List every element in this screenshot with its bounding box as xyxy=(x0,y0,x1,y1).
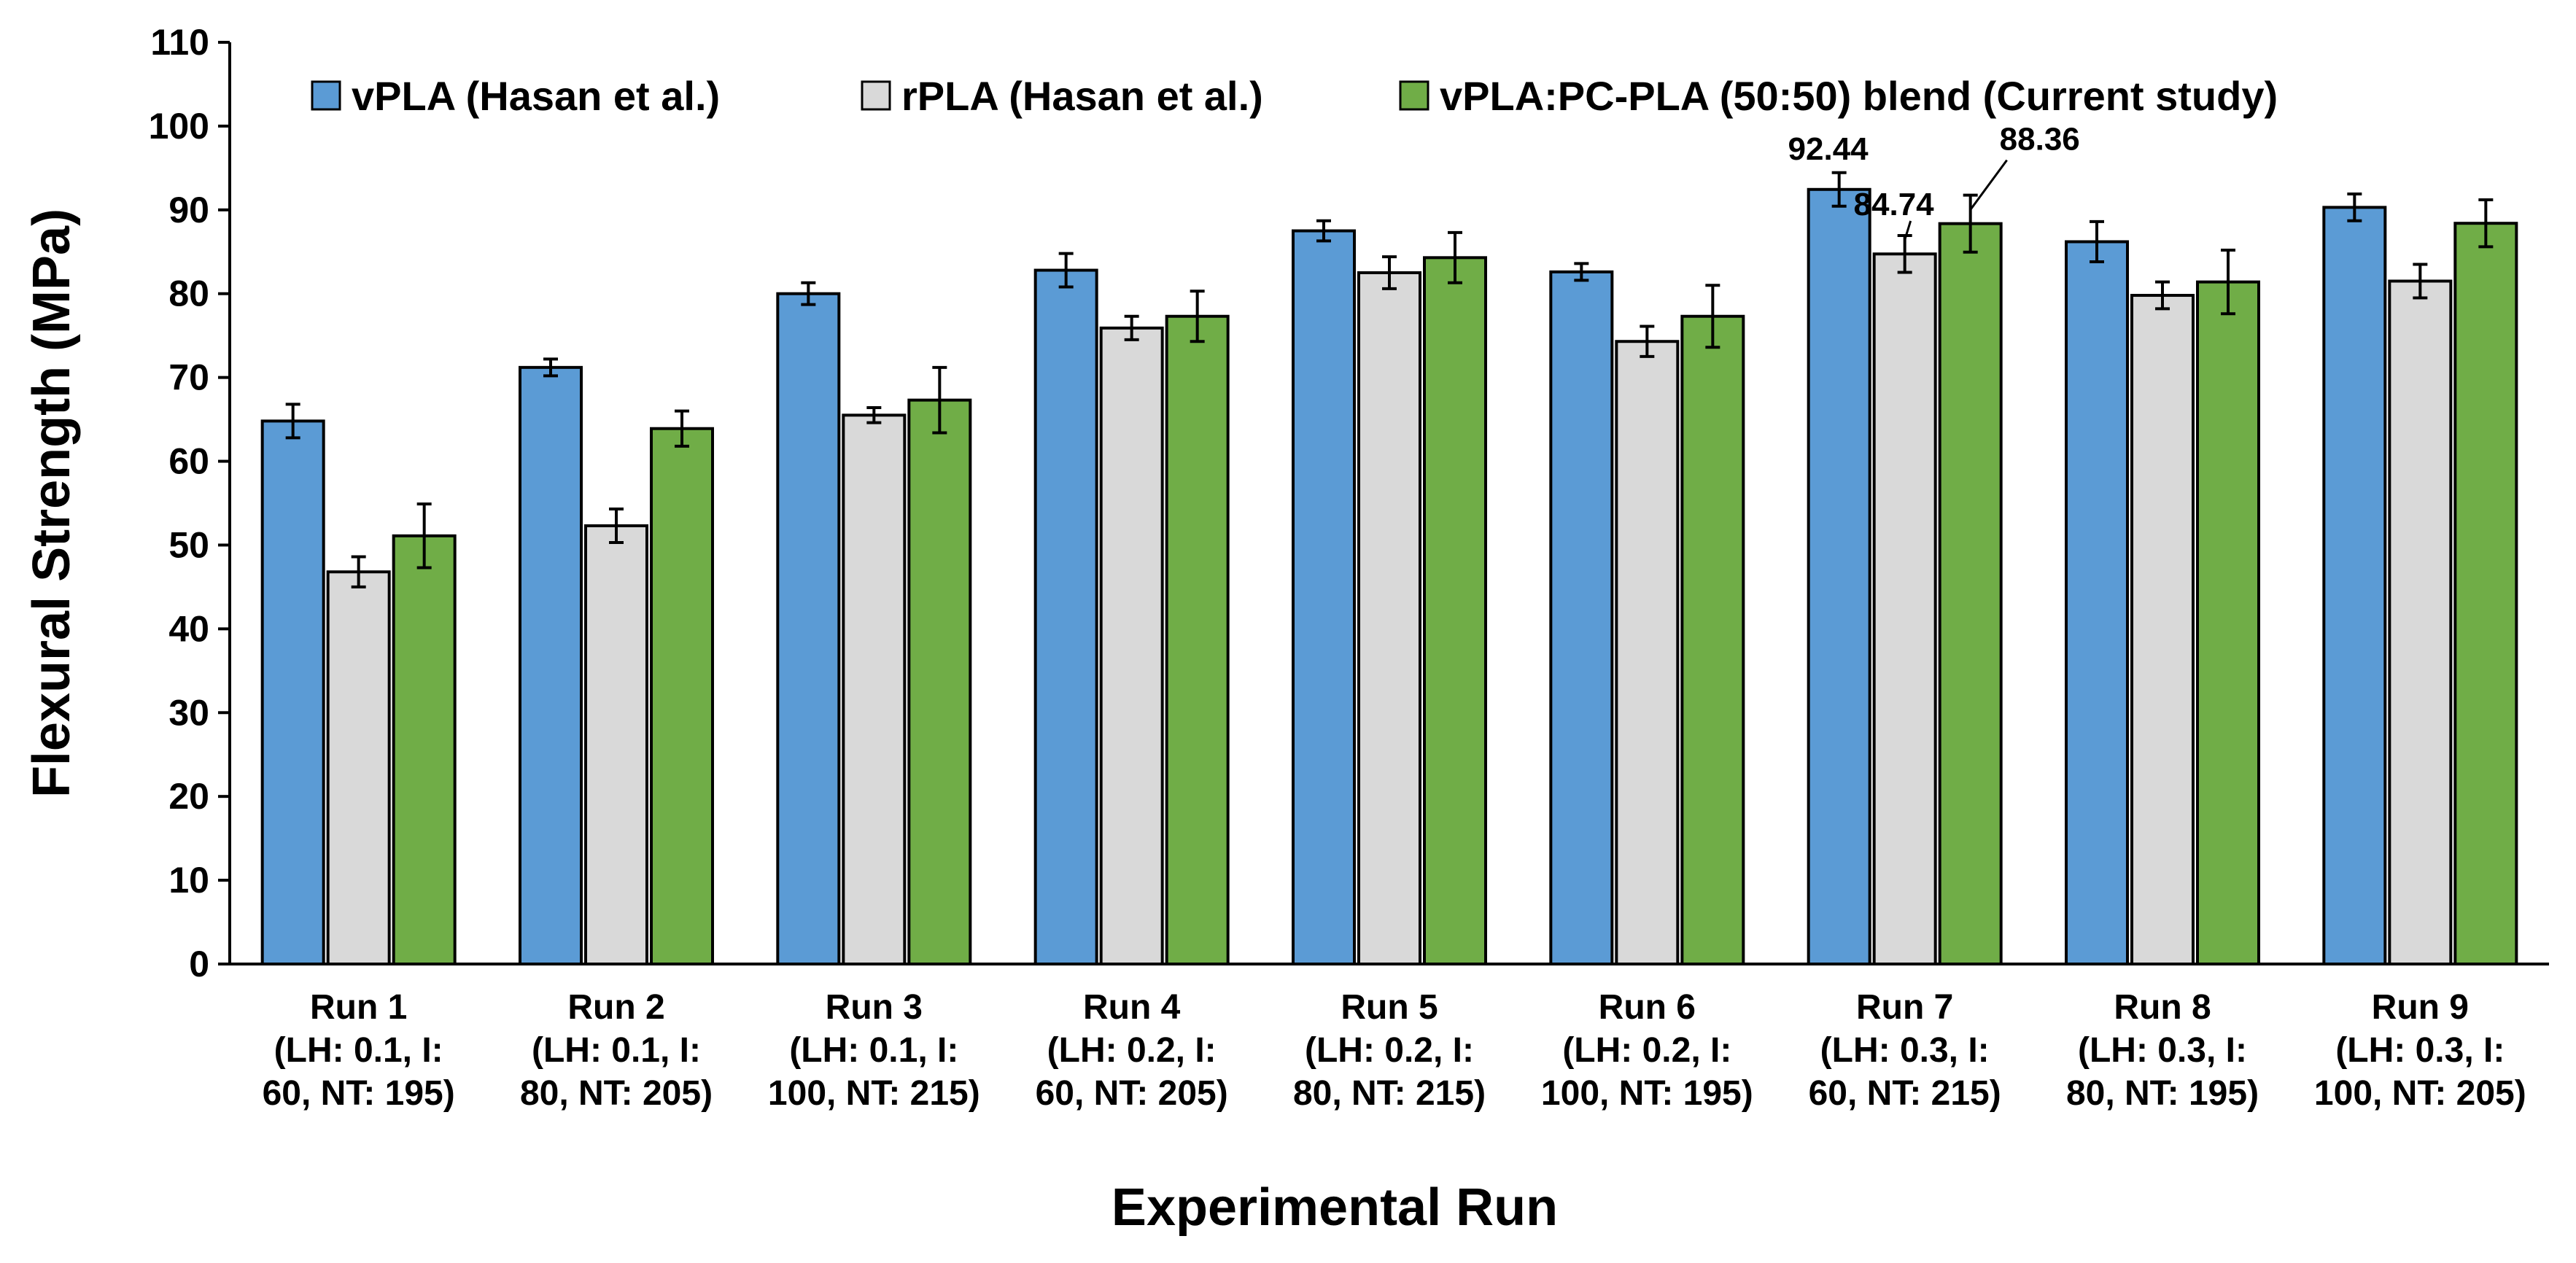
error-bar-series1-run8 xyxy=(2090,219,2104,264)
y-axis-ticks: 0 10 20 30 40 50 60 70 80 90 100 110 xyxy=(149,22,230,984)
data-label-annotation: 92.44 xyxy=(1788,131,1869,167)
bar-series3-run5 xyxy=(1423,256,1487,966)
bar-series1-run7 xyxy=(1807,187,1871,965)
x-category-label: Run 6 (LH: 0.2, I: 100, NT: 195) xyxy=(1541,988,1753,1113)
bar-series2-run1 xyxy=(326,570,391,965)
bar-series1-run2 xyxy=(519,365,583,965)
legend-swatch-rpla xyxy=(861,80,891,111)
error-bar-series3-run5 xyxy=(1448,230,1462,284)
error-bar-series1-run9 xyxy=(2347,192,2362,222)
y-tick-label: 70 xyxy=(168,357,209,398)
bar-series1-run3 xyxy=(776,292,841,965)
legend-swatch-vpla xyxy=(311,80,341,111)
y-tick-label: 100 xyxy=(149,106,209,147)
bar-series3-run3 xyxy=(907,398,972,965)
data-label-annotation: 84.74 xyxy=(1854,187,1935,222)
error-bar-series2-run6 xyxy=(1640,325,1655,358)
error-bar-series2-run1 xyxy=(351,555,366,588)
y-tick-label: 40 xyxy=(168,608,209,649)
x-axis-title: Experimental Run xyxy=(1112,1178,1558,1237)
error-bar-series3-run3 xyxy=(932,365,947,435)
bar-series2-run5 xyxy=(1357,271,1421,965)
bar-series3-run8 xyxy=(2196,280,2260,965)
y-tick-label: 90 xyxy=(168,190,209,230)
error-bar-series1-run6 xyxy=(1574,262,1589,282)
error-bar-series2-run7 xyxy=(1897,233,1912,274)
bar-series2-run8 xyxy=(2130,294,2195,965)
legend: vPLA (Hasan et al.) rPLA (Hasan et al.) … xyxy=(311,73,2278,119)
error-bar-series2-run8 xyxy=(2155,280,2170,311)
y-tick-label: 80 xyxy=(168,273,209,314)
bar-series1-run6 xyxy=(1549,270,1614,966)
error-bar-series2-run5 xyxy=(1382,255,1397,290)
y-tick-label: 10 xyxy=(168,860,209,901)
x-category-label: Run 7 (LH: 0.3, I: 60, NT: 215) xyxy=(1809,988,2001,1113)
bar-series3-run7 xyxy=(1938,222,2003,965)
error-bar-series3-run6 xyxy=(1705,284,1720,349)
error-bar-series3-run2 xyxy=(675,409,689,448)
bar-series3-run6 xyxy=(1680,314,1745,965)
bar-series2-run6 xyxy=(1615,340,1680,965)
annotations-layer: 92.44 84.74 88.36 xyxy=(1788,122,2080,241)
error-bar-series1-run7 xyxy=(1831,171,1847,208)
x-category-label: Run 3 (LH: 0.1, I: 100, NT: 215) xyxy=(768,988,980,1113)
bar-series2-run2 xyxy=(584,524,648,965)
bar-series3-run9 xyxy=(2453,222,2518,966)
error-bar-series3-run7 xyxy=(1963,193,1978,254)
error-bar-series1-run3 xyxy=(801,281,816,306)
annotation-leader-line xyxy=(1904,220,1912,241)
error-bar-series1-run5 xyxy=(1316,219,1331,243)
bar-series1-run4 xyxy=(1033,268,1098,965)
bar-series1-run8 xyxy=(2065,240,2129,965)
bar-series3-run4 xyxy=(1165,314,1230,965)
bar-series1-run9 xyxy=(2322,206,2387,966)
bar-series2-run3 xyxy=(842,413,907,965)
y-tick-label: 60 xyxy=(168,441,209,482)
data-label-annotation: 88.36 xyxy=(2000,122,2080,158)
bar-series1-run1 xyxy=(260,419,325,965)
y-tick-label: 110 xyxy=(150,22,209,63)
y-tick-label: 0 xyxy=(189,944,209,984)
legend-label-vpla: vPLA (Hasan et al.) xyxy=(352,73,720,119)
y-tick-label: 50 xyxy=(168,524,209,565)
error-bar-series1-run2 xyxy=(543,357,558,378)
x-axis-category-labels: Run 1 (LH: 0.1, I: 60, NT: 195) Run 2 (LH: 0… xyxy=(263,988,2526,1113)
error-bar-series3-run8 xyxy=(2221,248,2235,316)
x-category-label: Run 9 (LH: 0.3, I: 100, NT: 205) xyxy=(2314,988,2526,1113)
x-category-label: Run 8 (LH: 0.3, I: 80, NT: 195) xyxy=(2066,988,2259,1113)
bar-series1-run5 xyxy=(1292,229,1356,965)
error-bar-series3-run4 xyxy=(1190,289,1205,343)
error-bars-layer xyxy=(285,171,2494,588)
error-bar-series2-run3 xyxy=(866,406,882,424)
bar-series3-run1 xyxy=(392,534,457,965)
y-tick-label: 30 xyxy=(168,692,209,733)
y-tick-label: 20 xyxy=(168,776,209,817)
error-bar-series3-run9 xyxy=(2478,198,2494,249)
legend-swatch-blend xyxy=(1399,80,1429,111)
error-bar-series3-run1 xyxy=(416,502,432,570)
error-bar-series2-run9 xyxy=(2413,263,2428,300)
annotation-leader-line xyxy=(1969,159,2008,211)
x-category-label: Run 1 (LH: 0.1, I: 60, NT: 195) xyxy=(263,988,455,1113)
bar-series2-run4 xyxy=(1099,326,1164,965)
error-bar-series1-run4 xyxy=(1058,252,1074,289)
x-category-label: Run 2 (LH: 0.1, I: 80, NT: 205) xyxy=(520,988,713,1113)
bar-series2-run7 xyxy=(1872,252,1937,965)
y-axis-title: Flexural Strength (MPa) xyxy=(23,209,81,798)
bar-series2-run9 xyxy=(2388,279,2453,965)
bar-series3-run2 xyxy=(650,427,714,965)
bars-layer xyxy=(260,187,2518,966)
error-bar-series2-run2 xyxy=(609,508,624,545)
legend-label-rpla: rPLA (Hasan et al.) xyxy=(901,73,1263,119)
legend-label-blend: vPLA:PC-PLA (50:50) blend (Current study… xyxy=(1440,73,2278,119)
x-category-label: Run 5 (LH: 0.2, I: 80, NT: 215) xyxy=(1293,988,1486,1113)
error-bar-series1-run1 xyxy=(285,403,300,440)
x-category-label: Run 4 (LH: 0.2, I: 60, NT: 205) xyxy=(1036,988,1228,1113)
error-bar-series2-run4 xyxy=(1124,314,1139,341)
